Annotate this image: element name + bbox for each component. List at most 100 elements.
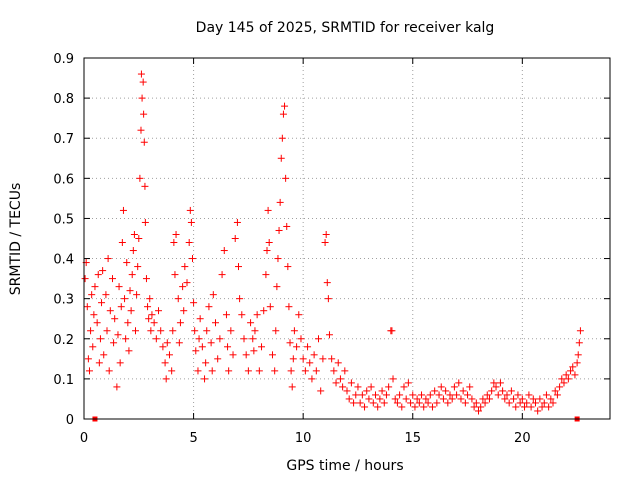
- data-point: [136, 174, 144, 182]
- data-point: [297, 335, 305, 343]
- data-point: [569, 363, 577, 371]
- data-point: [225, 367, 233, 375]
- data-point: [106, 307, 114, 315]
- data-point: [516, 399, 524, 407]
- data-point: [435, 391, 443, 399]
- data-point: [574, 351, 582, 359]
- data-point: [481, 399, 489, 407]
- data-point: [347, 379, 355, 387]
- data-point: [310, 351, 318, 359]
- data-point: [312, 367, 320, 375]
- data-point: [322, 230, 330, 238]
- data-points: [81, 70, 584, 415]
- data-point: [567, 367, 575, 375]
- data-point: [288, 383, 296, 391]
- data-point: [413, 395, 421, 403]
- data-point: [330, 367, 338, 375]
- data-point: [336, 375, 344, 383]
- data-point: [111, 315, 119, 323]
- data-point: [116, 359, 124, 367]
- data-point: [470, 403, 478, 411]
- data-point: [168, 367, 176, 375]
- data-point: [155, 307, 163, 315]
- y-tick-label: 0.1: [53, 373, 74, 388]
- data-point: [542, 391, 550, 399]
- data-point: [424, 399, 432, 407]
- data-point: [135, 235, 143, 242]
- x-tick-label: 5: [189, 431, 197, 446]
- data-point: [133, 291, 141, 299]
- data-point: [547, 395, 555, 403]
- data-point: [448, 395, 456, 403]
- data-point: [549, 399, 557, 407]
- data-point: [209, 291, 217, 299]
- data-point: [521, 403, 529, 411]
- data-point: [141, 218, 149, 226]
- data-point: [244, 367, 252, 375]
- data-point: [272, 327, 280, 335]
- data-point: [218, 271, 226, 279]
- data-point: [190, 299, 198, 307]
- data-point: [420, 403, 428, 411]
- data-point: [306, 359, 314, 367]
- data-point: [411, 403, 419, 411]
- data-point: [341, 367, 349, 375]
- data-point: [118, 239, 126, 247]
- data-point: [363, 387, 371, 395]
- data-point: [374, 403, 382, 411]
- data-point: [278, 134, 286, 142]
- data-point: [477, 403, 485, 411]
- x-tick-label: 0: [80, 431, 88, 446]
- data-point: [426, 391, 434, 399]
- data-point: [576, 327, 584, 335]
- data-point: [126, 287, 134, 295]
- data-point: [264, 206, 272, 214]
- data-point: [352, 391, 360, 399]
- data-point: [117, 303, 125, 311]
- data-point: [141, 182, 149, 190]
- data-point: [251, 327, 259, 335]
- data-point: [536, 395, 544, 403]
- data-point: [358, 391, 366, 399]
- data-point: [505, 399, 513, 407]
- data-point: [545, 403, 553, 411]
- data-point: [361, 403, 369, 411]
- x-tick-label: 20: [514, 431, 531, 446]
- data-point: [127, 307, 135, 315]
- y-tick-label: 0.5: [53, 212, 74, 227]
- plot-frame: [83, 57, 611, 420]
- data-point: [389, 375, 397, 383]
- y-tick-label: 0.8: [53, 92, 74, 107]
- data-point: [87, 327, 95, 335]
- data-point: [192, 347, 200, 355]
- data-point: [236, 295, 244, 303]
- data-point: [461, 399, 469, 407]
- data-point: [275, 226, 283, 234]
- data-point: [529, 395, 537, 403]
- data-point: [121, 295, 129, 303]
- data-point: [202, 359, 210, 367]
- data-point: [319, 355, 327, 363]
- data-point: [475, 407, 482, 415]
- data-point: [388, 327, 396, 335]
- data-point: [396, 391, 404, 399]
- data-point: [494, 391, 502, 399]
- axis-ticks: [83, 57, 610, 420]
- data-point: [304, 343, 312, 351]
- data-point: [490, 379, 498, 387]
- data-point: [263, 247, 271, 255]
- data-point: [84, 355, 92, 363]
- data-point: [422, 395, 430, 403]
- data-point: [201, 375, 209, 383]
- chart-title: Day 145 of 2025, SRMTID for receiver kal…: [196, 20, 495, 36]
- data-point: [90, 311, 98, 319]
- data-point: [262, 271, 270, 279]
- data-point: [380, 399, 388, 407]
- data-point: [459, 387, 467, 395]
- data-point: [409, 391, 417, 399]
- data-point: [507, 387, 515, 395]
- data-point: [323, 279, 331, 287]
- y-tick-label: 0.6: [53, 172, 74, 187]
- data-point: [93, 319, 101, 327]
